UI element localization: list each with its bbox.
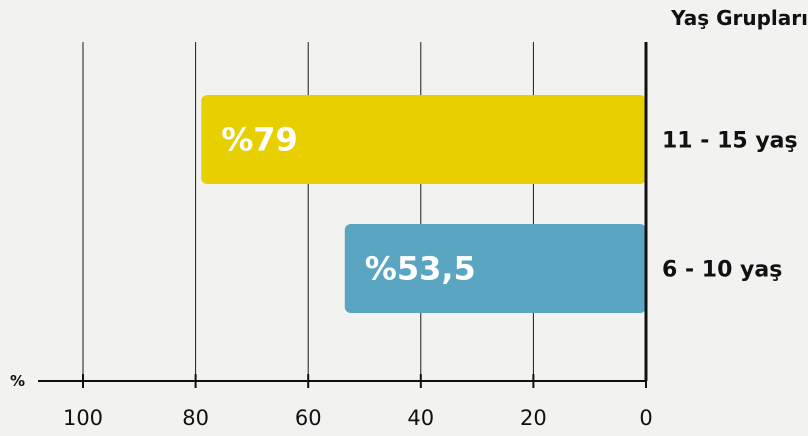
tick-label-0: 0 (639, 406, 652, 430)
axes (38, 42, 648, 382)
x-axis-ticks: 100 80 60 40 20 0 (63, 374, 653, 430)
tick-label-60: 60 (295, 406, 322, 430)
category-label-0: 11 - 15 yaş (662, 129, 798, 154)
bars (201, 95, 647, 313)
category-label-1: 6 - 10 yaş (662, 258, 782, 283)
tick-label-80: 80 (182, 406, 209, 430)
bar-value-label-1: %53,5 (365, 250, 476, 288)
bar-value-label-0: %79 (221, 121, 298, 159)
bar-1 (344, 224, 646, 313)
category-axis-title: Yaş Grupları (670, 6, 808, 30)
tick-label-40: 40 (407, 406, 434, 430)
tick-label-20: 20 (520, 406, 547, 430)
gridlines (82, 42, 534, 381)
labels: %79 11 - 15 yaş %53,5 6 - 10 yaş (221, 121, 797, 288)
value-axis-unit: % (10, 372, 25, 390)
tick-label-100: 100 (63, 406, 103, 430)
bar-0 (201, 95, 647, 184)
